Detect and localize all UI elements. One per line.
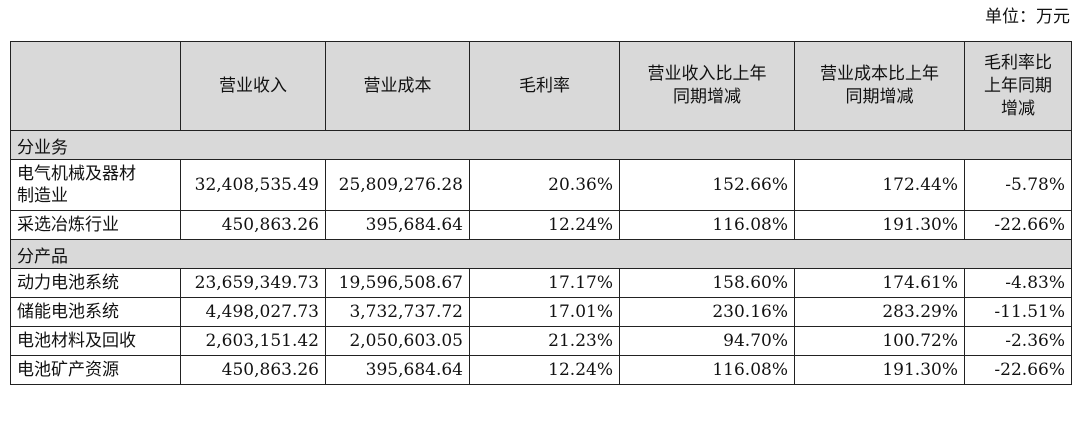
header-line: 毛利率比 [984,52,1052,73]
cell-revenue-change: 152.66% [619,159,795,211]
cell-cost: 25,809,276.28 [325,159,470,211]
header-cell-margin-change: 毛利率比 上年同期 增减 [964,41,1072,131]
cell-cost: 395,684.64 [325,210,470,240]
cell-gross-margin: 17.17% [469,268,620,298]
cell-revenue: 2,603,151.42 [180,326,326,356]
cell-cost-change: 283.29% [794,297,965,327]
cell-margin-change: -5.78% [964,159,1072,211]
unit-label: 单位：万元 [985,7,1070,27]
row-label: 电气机械及器材 制造业 [10,159,181,211]
cell-cost: 2,050,603.05 [325,326,470,356]
row-label-line: 电气机械及器材 [17,164,136,184]
cell-revenue-change: 158.60% [619,268,795,298]
cell-cost: 19,596,508.67 [325,268,470,298]
table-header: 营业收入 营业成本 毛利率 营业收入比上年 同期增减 营业成本比上年 同期增减 … [10,41,1072,131]
section-row: 分业务 [10,130,1072,160]
cell-cost-change: 172.44% [794,159,965,211]
cell-margin-change: -22.66% [964,210,1072,240]
cell-margin-change: -11.51% [964,297,1072,327]
header-line: 营业收入比上年 [647,64,767,84]
cell-gross-margin: 20.36% [469,159,620,211]
table-row: 电气机械及器材 制造业 32,408,535.49 25,809,276.28 … [10,159,1072,211]
row-label-line: 制造业 [17,186,68,206]
header-line: 同期增减 [673,87,741,107]
cell-cost: 3,732,737.72 [325,297,470,327]
cell-margin-change: -22.66% [964,355,1072,385]
header-cell-revenue-change: 营业收入比上年 同期增减 [619,41,795,131]
cell-gross-margin: 12.24% [469,355,620,385]
cell-gross-margin: 21.23% [469,326,620,356]
cell-margin-change: -4.83% [964,268,1072,298]
table-row: 采选冶炼行业 450,863.26 395,684.64 12.24% 116.… [10,210,1072,240]
cell-cost-change: 100.72% [794,326,965,356]
row-label: 储能电池系统 [10,297,181,327]
cell-gross-margin: 17.01% [469,297,620,327]
header-cell-category [10,41,181,131]
table-row: 储能电池系统 4,498,027.73 3,732,737.72 17.01% … [10,297,1072,327]
cell-gross-margin: 12.24% [469,210,620,240]
header-line: 同期增减 [845,87,914,107]
row-label: 电池材料及回收 [10,326,181,356]
header-line: 增减 [1001,98,1035,119]
header-line: 营业成本比上年 [820,64,939,84]
cell-revenue-change: 230.16% [619,297,795,327]
cell-revenue-change: 116.08% [619,210,795,240]
header-cell-gross-margin: 毛利率 [469,41,620,131]
cell-margin-change: -2.36% [964,326,1072,356]
cell-revenue-change: 116.08% [619,355,795,385]
row-label: 采选冶炼行业 [10,210,181,240]
cell-cost-change: 191.30% [794,355,965,385]
section-title: 分业务 [10,130,1072,160]
header-cell-cost: 营业成本 [325,41,470,131]
cell-revenue: 450,863.26 [180,210,326,240]
header-row: 营业收入 营业成本 毛利率 营业收入比上年 同期增减 营业成本比上年 同期增减 … [10,41,1072,131]
header-cell-revenue: 营业收入 [180,41,326,131]
table-row: 动力电池系统 23,659,349.73 19,596,508.67 17.17… [10,268,1072,298]
section-title: 分产品 [10,239,1072,269]
cell-revenue-change: 94.70% [619,326,795,356]
cell-cost-change: 174.61% [794,268,965,298]
cell-revenue: 23,659,349.73 [180,268,326,298]
table-body: 分业务 电气机械及器材 制造业 32,408,535.49 25,809,276… [10,130,1072,385]
section-row: 分产品 [10,239,1072,269]
cell-cost: 395,684.64 [325,355,470,385]
cell-cost-change: 191.30% [794,210,965,240]
header-line: 上年同期 [984,75,1052,96]
cell-revenue: 450,863.26 [180,355,326,385]
financial-table: 营业收入 营业成本 毛利率 营业收入比上年 同期增减 营业成本比上年 同期增减 … [10,41,1072,385]
cell-revenue: 32,408,535.49 [180,159,326,211]
row-label: 动力电池系统 [10,268,181,298]
row-label: 电池矿产资源 [10,355,181,385]
table-row: 电池材料及回收 2,603,151.42 2,050,603.05 21.23%… [10,326,1072,356]
header-cell-cost-change: 营业成本比上年 同期增减 [794,41,965,131]
cell-revenue: 4,498,027.73 [180,297,326,327]
table-row: 电池矿产资源 450,863.26 395,684.64 12.24% 116.… [10,355,1072,385]
